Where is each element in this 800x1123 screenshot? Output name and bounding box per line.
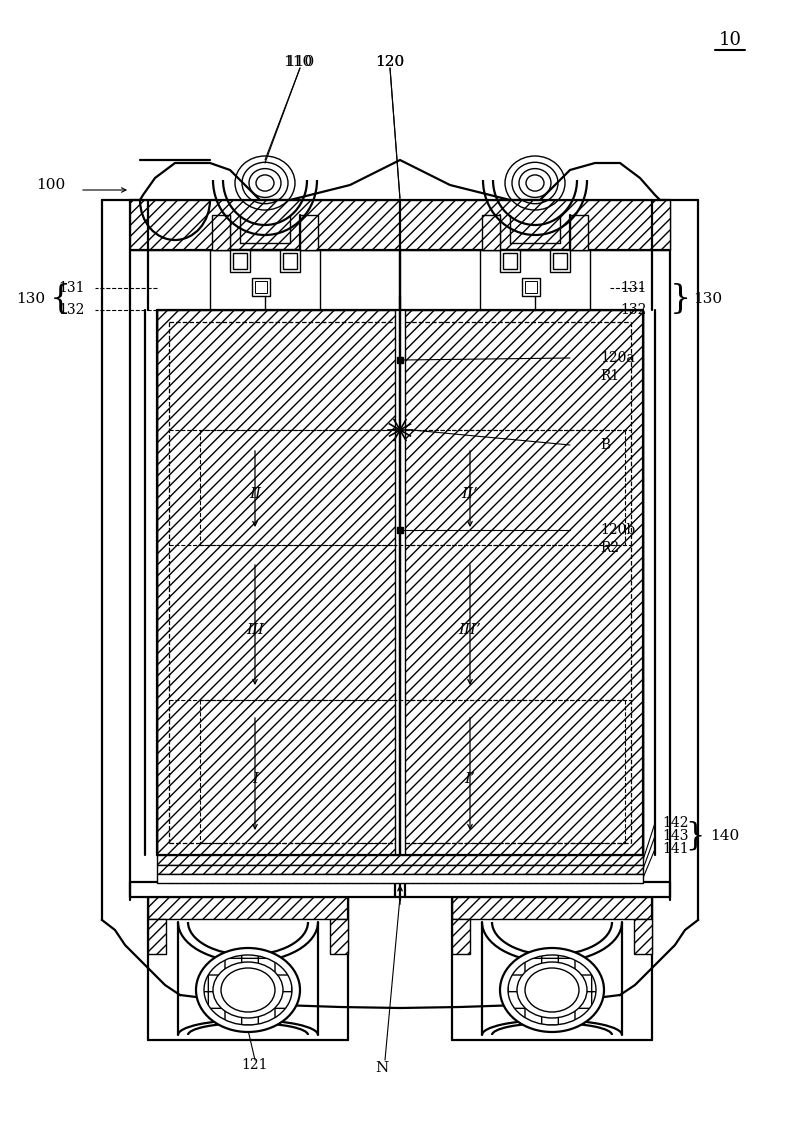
Text: 120: 120 bbox=[375, 55, 405, 69]
Text: }: } bbox=[670, 283, 690, 314]
Text: 143: 143 bbox=[662, 829, 689, 843]
Bar bbox=[157, 855, 643, 865]
Text: {: { bbox=[50, 283, 70, 314]
Bar bbox=[525, 281, 537, 293]
Text: B: B bbox=[600, 438, 610, 451]
Ellipse shape bbox=[508, 955, 596, 1025]
Text: 131: 131 bbox=[58, 281, 85, 295]
Text: 131: 131 bbox=[620, 281, 646, 295]
Bar bbox=[148, 919, 166, 955]
Bar bbox=[452, 897, 652, 919]
Bar bbox=[212, 214, 230, 250]
Bar bbox=[553, 253, 567, 270]
Bar bbox=[252, 279, 270, 296]
Ellipse shape bbox=[500, 948, 604, 1032]
Text: 132: 132 bbox=[58, 303, 85, 317]
Text: II’: II’ bbox=[462, 487, 478, 501]
Text: 140: 140 bbox=[710, 829, 739, 843]
Ellipse shape bbox=[196, 948, 300, 1032]
Text: 120b: 120b bbox=[600, 523, 635, 537]
Text: 142: 142 bbox=[662, 816, 689, 830]
Text: 120a: 120a bbox=[600, 351, 634, 365]
Text: 141: 141 bbox=[662, 842, 689, 856]
Ellipse shape bbox=[213, 962, 283, 1019]
Text: 120: 120 bbox=[375, 55, 405, 69]
Bar bbox=[503, 253, 517, 270]
Text: I: I bbox=[252, 772, 258, 786]
Bar bbox=[570, 214, 588, 250]
Text: }: } bbox=[686, 821, 705, 851]
Bar bbox=[157, 310, 400, 855]
Bar bbox=[233, 253, 247, 270]
Text: 121: 121 bbox=[242, 1058, 268, 1072]
Text: 110: 110 bbox=[286, 55, 314, 69]
Text: 10: 10 bbox=[718, 31, 742, 49]
Bar bbox=[482, 214, 500, 250]
Text: 130: 130 bbox=[16, 292, 45, 305]
Text: 100: 100 bbox=[36, 179, 65, 192]
Bar bbox=[157, 865, 643, 874]
Text: 110: 110 bbox=[283, 55, 313, 69]
Text: R1: R1 bbox=[600, 369, 619, 383]
Text: III’: III’ bbox=[458, 623, 482, 637]
Bar bbox=[157, 874, 643, 883]
Bar bbox=[157, 310, 395, 855]
Bar bbox=[522, 279, 540, 296]
Bar bbox=[130, 200, 670, 250]
Bar bbox=[300, 214, 318, 250]
Text: III: III bbox=[246, 623, 264, 637]
Ellipse shape bbox=[221, 968, 275, 1012]
Ellipse shape bbox=[517, 962, 587, 1019]
Bar bbox=[283, 253, 297, 270]
Bar bbox=[255, 281, 267, 293]
Bar bbox=[452, 919, 470, 955]
Text: II: II bbox=[249, 487, 261, 501]
Bar bbox=[330, 919, 348, 955]
Text: R2: R2 bbox=[600, 541, 619, 555]
Ellipse shape bbox=[204, 955, 292, 1025]
Bar bbox=[405, 310, 643, 855]
Text: 132: 132 bbox=[620, 303, 646, 317]
Bar bbox=[400, 310, 643, 855]
Bar bbox=[230, 250, 250, 272]
Text: 130: 130 bbox=[693, 292, 722, 305]
Bar bbox=[500, 250, 520, 272]
Text: I’: I’ bbox=[465, 772, 475, 786]
Bar bbox=[280, 250, 300, 272]
Text: N: N bbox=[375, 1061, 389, 1075]
Bar bbox=[550, 250, 570, 272]
Bar bbox=[634, 919, 652, 955]
Bar bbox=[148, 897, 348, 919]
Ellipse shape bbox=[525, 968, 579, 1012]
